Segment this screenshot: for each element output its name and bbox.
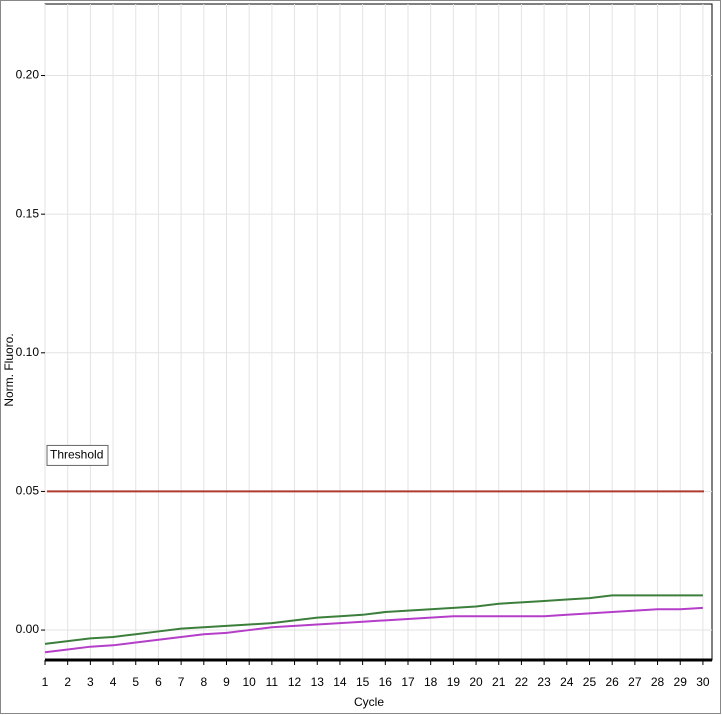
x-tick-label: 7 <box>178 675 185 689</box>
x-tick-label: 20 <box>469 675 483 689</box>
y-tick-label: 0.00 <box>16 622 40 636</box>
x-tick-label: 25 <box>583 675 597 689</box>
x-tick-label: 2 <box>64 675 71 689</box>
x-tick-label: 5 <box>132 675 139 689</box>
y-tick-label: 0.20 <box>16 68 40 82</box>
x-tick-label: 9 <box>223 675 230 689</box>
x-tick-label: 22 <box>515 675 529 689</box>
x-tick-label: 27 <box>628 675 642 689</box>
x-tick-label: 13 <box>311 675 325 689</box>
x-tick-label: 1 <box>42 675 49 689</box>
x-tick-label: 15 <box>356 675 370 689</box>
x-tick-label: 17 <box>401 675 415 689</box>
x-tick-label: 6 <box>155 675 162 689</box>
y-tick-label: 0.05 <box>16 484 40 498</box>
y-tick-label: 0.15 <box>16 206 40 220</box>
x-tick-label: 12 <box>288 675 302 689</box>
threshold-label: Threshold <box>50 448 103 462</box>
x-tick-label: 19 <box>447 675 461 689</box>
x-tick-label: 28 <box>651 675 665 689</box>
x-tick-label: 18 <box>424 675 438 689</box>
x-tick-label: 8 <box>200 675 207 689</box>
threshold-label-box <box>46 444 109 466</box>
y-axis-title: Norm. Fluoro. <box>2 333 16 406</box>
x-tick-label: 21 <box>492 675 506 689</box>
x-tick-label: 24 <box>560 675 574 689</box>
x-tick-label: 10 <box>243 675 257 689</box>
plot-area <box>44 3 713 661</box>
x-tick-label: 23 <box>537 675 551 689</box>
x-tick-label: 29 <box>674 675 688 689</box>
x-tick-label: 4 <box>110 675 117 689</box>
x-tick-label: 3 <box>87 675 94 689</box>
series-line <box>44 606 703 654</box>
x-tick-label: 11 <box>266 675 279 689</box>
x-tick-label: 26 <box>605 675 619 689</box>
series-line <box>44 594 703 645</box>
x-tick-label: 16 <box>379 675 393 689</box>
x-tick-label: 30 <box>696 675 710 689</box>
y-tick-label: 0.10 <box>16 345 40 359</box>
x-axis-title: Cycle <box>354 695 384 709</box>
x-tick-label: 14 <box>333 675 347 689</box>
